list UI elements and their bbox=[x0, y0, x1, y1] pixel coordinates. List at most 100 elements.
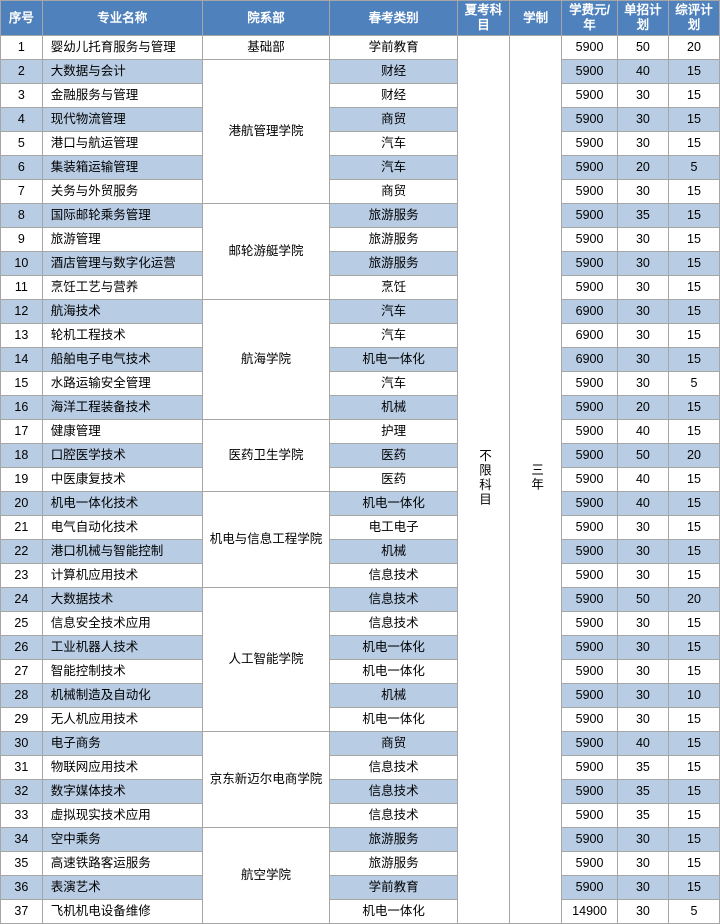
cell-category: 信息技术 bbox=[330, 756, 458, 780]
cell-index: 18 bbox=[1, 444, 43, 468]
cell-major: 信息安全技术应用 bbox=[42, 612, 202, 636]
cell-plan2: 15 bbox=[668, 468, 719, 492]
table-row: 17健康管理医药卫生学院护理59004015 bbox=[1, 420, 720, 444]
cell-major: 机械制造及自动化 bbox=[42, 684, 202, 708]
cell-major: 计算机应用技术 bbox=[42, 564, 202, 588]
cell-plan2: 15 bbox=[668, 492, 719, 516]
cell-plan2: 15 bbox=[668, 276, 719, 300]
cell-index: 37 bbox=[1, 900, 43, 924]
cell-major: 港口机械与智能控制 bbox=[42, 540, 202, 564]
cell-plan2: 15 bbox=[668, 852, 719, 876]
cell-fee: 5900 bbox=[562, 84, 618, 108]
table-row: 6集装箱运输管理汽车5900205 bbox=[1, 156, 720, 180]
cell-fee: 5900 bbox=[562, 276, 618, 300]
cell-major: 空中乘务 bbox=[42, 828, 202, 852]
table-row: 31物联网应用技术信息技术59003515 bbox=[1, 756, 720, 780]
cell-major: 大数据技术 bbox=[42, 588, 202, 612]
cell-category: 烹饪 bbox=[330, 276, 458, 300]
cell-index: 6 bbox=[1, 156, 43, 180]
cell-plan2: 15 bbox=[668, 732, 719, 756]
cell-major: 船舶电子电气技术 bbox=[42, 348, 202, 372]
cell-plan2: 15 bbox=[668, 828, 719, 852]
cell-fee: 5900 bbox=[562, 732, 618, 756]
cell-index: 30 bbox=[1, 732, 43, 756]
cell-plan2: 15 bbox=[668, 516, 719, 540]
cell-index: 32 bbox=[1, 780, 43, 804]
cell-fee: 5900 bbox=[562, 156, 618, 180]
cell-category: 汽车 bbox=[330, 132, 458, 156]
majors-table: 序号 专业名称 院系部 春考类别 夏考科目 学制 学费元/年 单招计划 综评计划… bbox=[0, 0, 720, 924]
cell-fee: 5900 bbox=[562, 396, 618, 420]
cell-major: 高速铁路客运服务 bbox=[42, 852, 202, 876]
cell-plan2: 15 bbox=[668, 84, 719, 108]
cell-fee: 5900 bbox=[562, 780, 618, 804]
table-row: 3金融服务与管理财经59003015 bbox=[1, 84, 720, 108]
cell-plan1: 30 bbox=[617, 900, 668, 924]
cell-plan1: 40 bbox=[617, 60, 668, 84]
cell-category: 商贸 bbox=[330, 732, 458, 756]
cell-fee: 5900 bbox=[562, 612, 618, 636]
table-row: 19中医康复技术医药59004015 bbox=[1, 468, 720, 492]
cell-plan2: 15 bbox=[668, 708, 719, 732]
cell-category: 电工电子 bbox=[330, 516, 458, 540]
table-row: 21电气自动化技术电工电子59003015 bbox=[1, 516, 720, 540]
cell-plan2: 15 bbox=[668, 324, 719, 348]
cell-fee: 14900 bbox=[562, 900, 618, 924]
cell-category: 机电一体化 bbox=[330, 708, 458, 732]
cell-major: 婴幼儿托育服务与管理 bbox=[42, 36, 202, 60]
cell-category: 汽车 bbox=[330, 324, 458, 348]
cell-fee: 5900 bbox=[562, 180, 618, 204]
cell-plan1: 30 bbox=[617, 828, 668, 852]
cell-index: 26 bbox=[1, 636, 43, 660]
cell-fee: 5900 bbox=[562, 372, 618, 396]
table-row: 25信息安全技术应用信息技术59003015 bbox=[1, 612, 720, 636]
cell-major: 数字媒体技术 bbox=[42, 780, 202, 804]
table-row: 22港口机械与智能控制机械59003015 bbox=[1, 540, 720, 564]
cell-index: 5 bbox=[1, 132, 43, 156]
cell-major: 酒店管理与数字化运营 bbox=[42, 252, 202, 276]
cell-plan1: 30 bbox=[617, 276, 668, 300]
cell-plan2: 15 bbox=[668, 300, 719, 324]
cell-category: 旅游服务 bbox=[330, 252, 458, 276]
cell-plan2: 20 bbox=[668, 588, 719, 612]
cell-plan1: 40 bbox=[617, 492, 668, 516]
cell-major: 水路运输安全管理 bbox=[42, 372, 202, 396]
col-index: 序号 bbox=[1, 1, 43, 36]
cell-plan1: 30 bbox=[617, 300, 668, 324]
cell-department: 机电与信息工程学院 bbox=[202, 492, 330, 588]
cell-plan2: 15 bbox=[668, 660, 719, 684]
cell-fee: 5900 bbox=[562, 36, 618, 60]
cell-fee: 5900 bbox=[562, 420, 618, 444]
table-row: 29无人机应用技术机电一体化59003015 bbox=[1, 708, 720, 732]
cell-index: 35 bbox=[1, 852, 43, 876]
table-row: 14船舶电子电气技术机电一体化69003015 bbox=[1, 348, 720, 372]
col-fee: 学费元/年 bbox=[562, 1, 618, 36]
cell-plan2: 5 bbox=[668, 156, 719, 180]
table-row: 34空中乘务航空学院旅游服务59003015 bbox=[1, 828, 720, 852]
table-row: 33虚拟现实技术应用信息技术59003515 bbox=[1, 804, 720, 828]
cell-plan1: 30 bbox=[617, 324, 668, 348]
cell-plan1: 30 bbox=[617, 516, 668, 540]
cell-major: 旅游管理 bbox=[42, 228, 202, 252]
cell-major: 机电一体化技术 bbox=[42, 492, 202, 516]
cell-fee: 5900 bbox=[562, 228, 618, 252]
cell-major: 健康管理 bbox=[42, 420, 202, 444]
cell-index: 13 bbox=[1, 324, 43, 348]
table-row: 10酒店管理与数字化运营旅游服务59003015 bbox=[1, 252, 720, 276]
cell-major: 关务与外贸服务 bbox=[42, 180, 202, 204]
cell-index: 28 bbox=[1, 684, 43, 708]
cell-category: 信息技术 bbox=[330, 588, 458, 612]
cell-category: 机械 bbox=[330, 540, 458, 564]
cell-category: 汽车 bbox=[330, 300, 458, 324]
cell-department: 航海学院 bbox=[202, 300, 330, 420]
cell-major: 港口与航运管理 bbox=[42, 132, 202, 156]
col-duration: 学制 bbox=[510, 1, 562, 36]
col-major: 专业名称 bbox=[42, 1, 202, 36]
cell-department: 医药卫生学院 bbox=[202, 420, 330, 492]
cell-plan1: 35 bbox=[617, 204, 668, 228]
cell-plan2: 15 bbox=[668, 420, 719, 444]
cell-fee: 5900 bbox=[562, 132, 618, 156]
cell-category: 汽车 bbox=[330, 156, 458, 180]
cell-major: 国际邮轮乘务管理 bbox=[42, 204, 202, 228]
cell-category: 医药 bbox=[330, 444, 458, 468]
